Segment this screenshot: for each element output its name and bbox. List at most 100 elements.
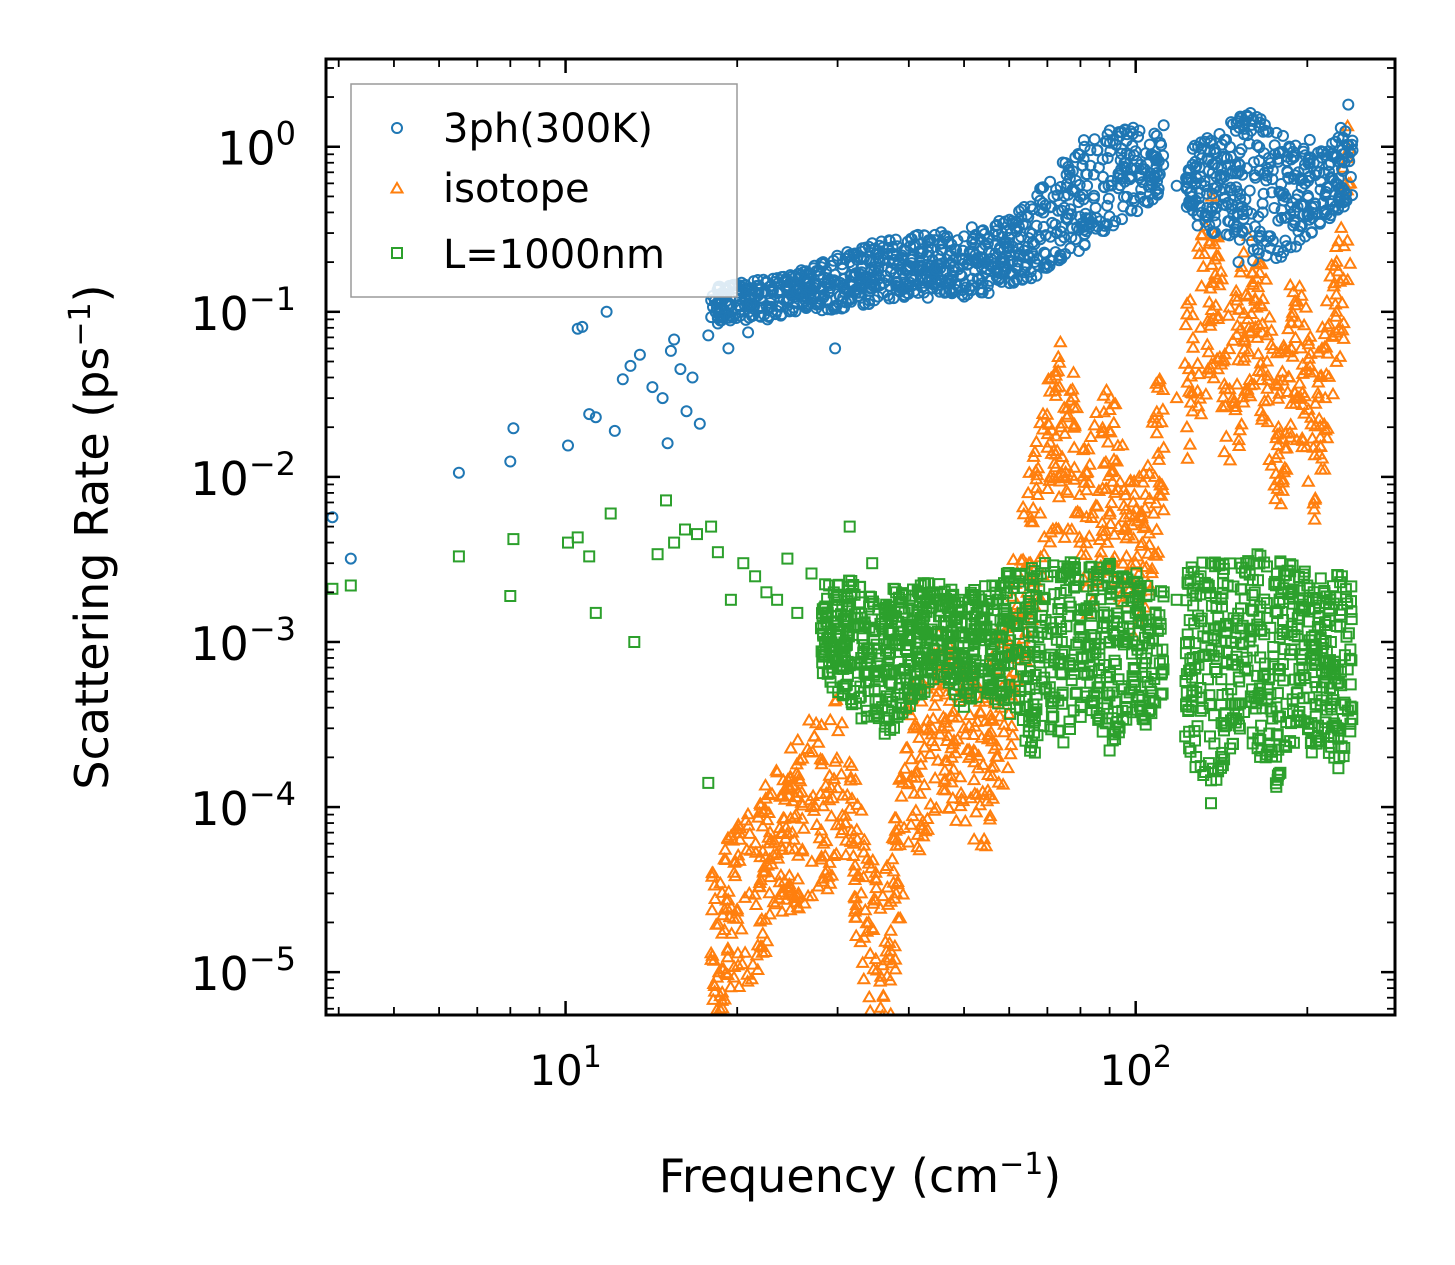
point-isotope-band	[1237, 332, 1252, 346]
point-3ph-band	[1154, 136, 1167, 149]
point-isotope-band	[1000, 760, 1016, 774]
point-3ph-band	[1262, 125, 1275, 138]
point-isotope-band	[996, 724, 1012, 738]
point-isotope-band	[1210, 311, 1226, 324]
point-3ph-band	[1089, 222, 1102, 235]
point-isotope-band	[755, 926, 771, 939]
point-l1000nm-band	[1190, 686, 1203, 699]
point-3ph-band	[1081, 179, 1094, 192]
point-isotope-band	[1243, 388, 1258, 402]
point-isotope-band	[940, 719, 956, 732]
point-l1000nm-band	[844, 588, 857, 601]
point-isotope-band	[1027, 444, 1043, 457]
point-isotope-band	[769, 764, 785, 778]
point-l1000nm	[1275, 586, 1288, 599]
point-3ph-band	[775, 308, 788, 321]
point-l1000nm-band	[1186, 671, 1199, 684]
point-isotope-band	[834, 825, 849, 839]
point-isotope-band	[996, 717, 1012, 730]
point-l1000nm-band	[985, 648, 998, 661]
point-isotope-band	[752, 879, 767, 892]
point-isotope-band	[856, 930, 872, 943]
point-isotope-band	[781, 788, 797, 802]
point-3ph	[583, 408, 596, 421]
point-isotope-band	[779, 880, 794, 894]
point-l1000nm	[831, 579, 844, 592]
point-l1000nm-band	[1254, 549, 1267, 562]
point-isotope-band	[1315, 320, 1330, 333]
point-l1000nm-band	[886, 637, 899, 650]
point-isotope-band	[1006, 552, 1021, 565]
point-isotope-band	[1288, 330, 1303, 343]
point-l1000nm-band	[937, 616, 950, 629]
point-l1000nm	[507, 533, 520, 546]
point-l1000nm	[818, 636, 831, 648]
point-isotope-band	[890, 910, 906, 924]
y-tick-label: 10−5	[190, 940, 296, 1001]
point-isotope-band	[834, 715, 850, 729]
point-isotope-band	[1251, 255, 1267, 268]
point-l1000nm-band	[1251, 618, 1264, 631]
point-isotope-band	[720, 941, 736, 954]
point-3ph-band	[935, 274, 948, 287]
point-isotope	[753, 872, 769, 886]
point-isotope-band	[1029, 480, 1044, 494]
point-isotope-band	[1111, 519, 1126, 533]
point-isotope-band	[946, 704, 961, 717]
point-l1000nm-band	[867, 595, 879, 608]
point-isotope-band	[968, 804, 984, 818]
point-isotope-band	[1307, 512, 1322, 525]
point-l1000nm-band	[1285, 717, 1297, 730]
point-isotope	[1271, 419, 1286, 433]
point-l1000nm-band	[1085, 629, 1098, 641]
point-isotope-band	[760, 812, 775, 826]
point-3ph-band	[1043, 259, 1056, 272]
point-3ph-band	[744, 297, 757, 310]
point-isotope-band	[1058, 457, 1074, 471]
point-isotope-band	[834, 766, 849, 780]
point-isotope-band	[794, 784, 810, 798]
point-3ph-band	[1189, 162, 1202, 174]
point-isotope-band	[761, 830, 776, 843]
point-l1000nm	[1019, 652, 1032, 664]
point-l1000nm-band	[1195, 612, 1208, 625]
point-3ph-band	[969, 228, 982, 241]
point-l1000nm-band	[903, 659, 916, 672]
point-l1000nm-band	[1003, 649, 1016, 662]
point-l1000nm-band	[1021, 700, 1034, 713]
point-isotope-band	[1268, 491, 1283, 505]
point-isotope-band	[1106, 396, 1122, 410]
point-isotope-band	[1228, 402, 1243, 416]
point-3ph-band	[1025, 272, 1038, 285]
point-l1000nm-band	[1297, 692, 1310, 705]
point-isotope-band	[1255, 291, 1271, 305]
point-isotope-band	[1155, 402, 1171, 415]
point-3ph	[1280, 240, 1293, 253]
point-isotope-band	[1082, 457, 1098, 470]
point-isotope-band	[849, 897, 864, 911]
point-isotope	[1306, 440, 1321, 453]
point-3ph	[1324, 156, 1337, 169]
point-3ph	[878, 252, 891, 265]
point-l1000nm	[843, 520, 856, 533]
point-3ph-band	[1240, 222, 1253, 235]
point-3ph	[752, 287, 765, 299]
point-3ph-band	[1088, 189, 1101, 202]
point-3ph-band	[1268, 202, 1281, 214]
point-isotope-band	[1214, 399, 1230, 413]
point-l1000nm-band	[1023, 715, 1036, 728]
point-3ph	[1182, 198, 1195, 210]
point-isotope-band	[1115, 556, 1131, 569]
point-isotope-band	[1254, 412, 1270, 425]
point-isotope-band	[1029, 434, 1044, 447]
point-l1000nm-band	[1267, 650, 1280, 663]
point-3ph-band	[1150, 129, 1163, 142]
point-3ph-band	[852, 289, 865, 302]
point-3ph-band	[999, 264, 1012, 277]
point-isotope	[1204, 275, 1220, 288]
point-isotope-band	[1060, 522, 1076, 535]
plot-frame	[324, 57, 1397, 1017]
point-l1000nm-band	[1243, 635, 1256, 648]
point-isotope-band	[1104, 495, 1119, 509]
point-isotope-band	[1215, 389, 1231, 403]
